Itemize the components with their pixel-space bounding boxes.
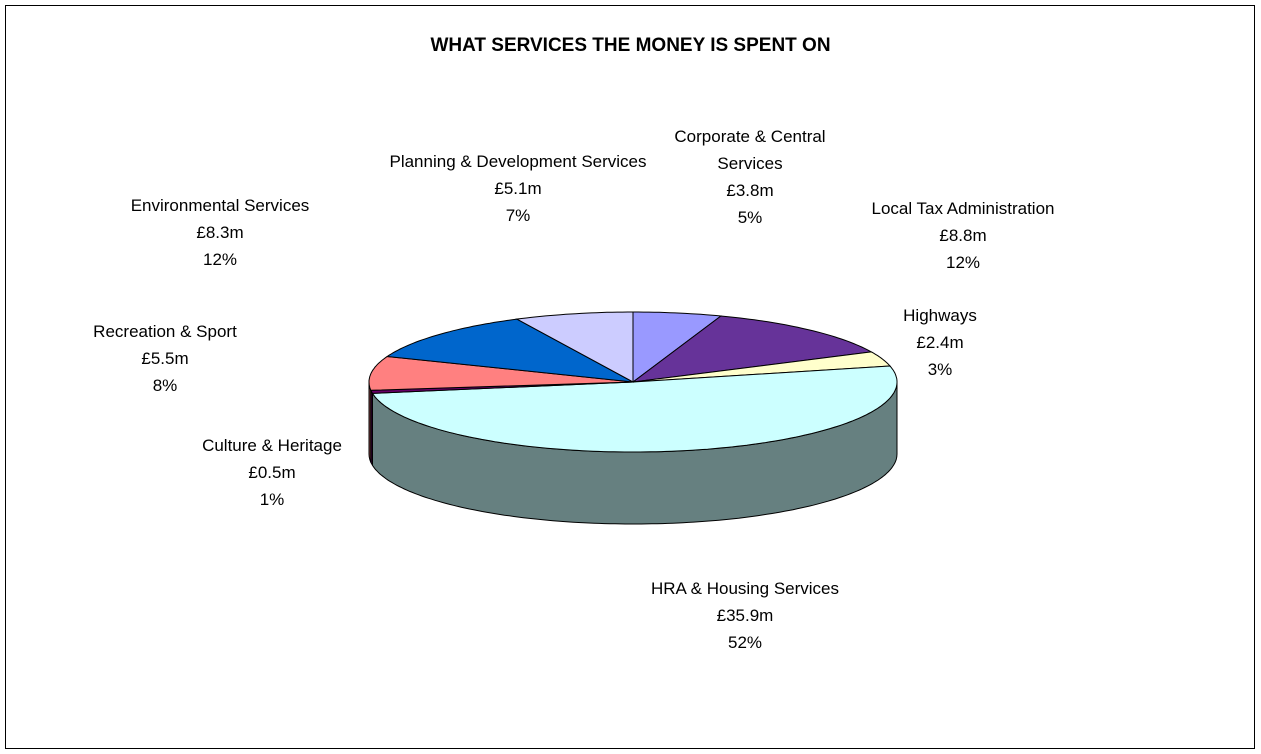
percent-label: 3% bbox=[927, 360, 953, 379]
chart-title: WHAT SERVICES THE MONEY IS SPENT ON bbox=[430, 35, 831, 56]
category-name: Environmental Services bbox=[130, 196, 310, 215]
pie-slice bbox=[371, 365, 898, 453]
value-label: £35.9m bbox=[716, 606, 774, 625]
pie-slice bbox=[385, 318, 634, 383]
percent-label: 8% bbox=[152, 376, 178, 395]
value-label: £3.8m bbox=[726, 181, 774, 200]
slice-label: Recreation & Sport £5.5m 8% bbox=[55, 318, 275, 399]
slice-label: Corporate & Central Services £3.8m 5% bbox=[645, 123, 855, 231]
category-name: Recreation & Sport bbox=[93, 322, 237, 341]
value-label: £5.1m bbox=[494, 179, 542, 198]
slice-label: Highways £2.4m 3% bbox=[870, 302, 1010, 383]
pie-slice bbox=[631, 315, 873, 383]
percent-label: 52% bbox=[727, 633, 763, 652]
category-name: Corporate & Central Services bbox=[674, 127, 826, 173]
pie-slice bbox=[368, 355, 634, 391]
value-label: £5.5m bbox=[141, 349, 189, 368]
percent-label: 12% bbox=[202, 250, 238, 269]
percent-label: 1% bbox=[259, 490, 285, 509]
category-name: Culture & Heritage bbox=[202, 436, 342, 455]
slice-label: Environmental Services £8.3m 12% bbox=[80, 192, 360, 273]
pie-slice bbox=[632, 311, 723, 384]
value-label: £8.8m bbox=[939, 226, 987, 245]
value-label: £8.3m bbox=[196, 223, 244, 242]
category-name: Planning & Development Services bbox=[389, 152, 647, 171]
slice-label: Planning & Development Services £5.1m 7% bbox=[383, 148, 653, 229]
value-label: £2.4m bbox=[916, 333, 964, 352]
slice-label: Culture & Heritage £0.5m 1% bbox=[162, 432, 382, 513]
pie-slice bbox=[515, 311, 634, 383]
slice-label: HRA & Housing Services £35.9m 52% bbox=[585, 575, 905, 656]
percent-label: 7% bbox=[505, 206, 531, 225]
category-name: HRA & Housing Services bbox=[650, 579, 840, 598]
category-name: Local Tax Administration bbox=[871, 199, 1055, 218]
slice-label: Local Tax Administration £8.8m 12% bbox=[813, 195, 1113, 276]
category-name: Highways bbox=[903, 306, 977, 325]
pie-slice bbox=[632, 351, 892, 383]
percent-label: 12% bbox=[945, 253, 981, 272]
value-label: £0.5m bbox=[248, 463, 296, 482]
percent-label: 5% bbox=[737, 208, 763, 227]
